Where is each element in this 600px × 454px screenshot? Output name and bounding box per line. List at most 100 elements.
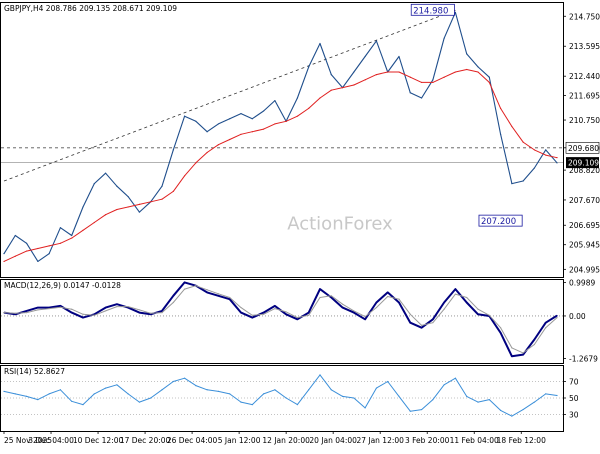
- series-rsi-point: [252, 404, 253, 405]
- series-ma-point: [15, 256, 16, 257]
- xtick-label: 27 Jan 12:00: [356, 436, 404, 445]
- series-price-point: [353, 71, 354, 72]
- series-signal-point: [60, 307, 61, 308]
- xtick-label: 26 Dec 04:00: [167, 436, 218, 445]
- rsi-ytick-label: 70: [569, 378, 579, 387]
- series-price-point: [500, 134, 501, 135]
- series-price-point: [297, 97, 298, 98]
- series-rsi-point: [15, 393, 16, 394]
- series-macd-point: [556, 315, 557, 316]
- series-price-point: [49, 253, 50, 254]
- series-macd-point: [477, 314, 478, 315]
- series-rsi-point: [173, 381, 174, 382]
- series-ma-point: [3, 261, 4, 262]
- series-macd-point: [319, 288, 320, 289]
- series-ma-point: [534, 149, 535, 150]
- series-signal-point: [26, 312, 27, 313]
- series-signal-point: [286, 311, 287, 312]
- series-rsi-point: [319, 374, 320, 375]
- series-signal-point: [365, 316, 366, 317]
- series-ma-point: [252, 131, 253, 132]
- series-macd-point: [353, 312, 354, 313]
- series-ma-point: [500, 108, 501, 109]
- series-ma-point: [308, 108, 309, 109]
- level-price-label: 209.680: [568, 144, 599, 153]
- series-macd-point: [229, 299, 230, 300]
- series-signal-point: [139, 309, 140, 310]
- series-macd-point: [82, 317, 83, 318]
- series-price-point: [545, 149, 546, 150]
- series-price-point: [82, 206, 83, 207]
- series-signal-point: [387, 296, 388, 297]
- series-ma-point: [82, 230, 83, 231]
- series-price-point: [410, 92, 411, 93]
- series-ma-point: [274, 123, 275, 124]
- series-signal-point: [376, 307, 377, 308]
- series-signal-point: [161, 312, 162, 313]
- series-macd-point: [387, 292, 388, 293]
- series-macd-point: [116, 304, 117, 305]
- rsi-ytick-label: 30: [569, 411, 579, 420]
- series-signal-point: [477, 309, 478, 310]
- series-ma-point: [128, 206, 129, 207]
- series-rsi-point: [545, 393, 546, 394]
- series-price-point: [161, 186, 162, 187]
- macd-ytick-label: 0.9989: [569, 278, 595, 287]
- macd-frame: [1, 280, 564, 364]
- xtick-label: 10 Dec 12:00: [73, 436, 124, 445]
- series-ma-point: [161, 199, 162, 200]
- series-ma-point: [376, 74, 377, 75]
- series-price-point: [218, 123, 219, 124]
- series-rsi-point: [139, 402, 140, 403]
- series-rsi-point: [523, 409, 524, 410]
- series-rsi-point: [105, 388, 106, 389]
- series-macd-point: [365, 319, 366, 320]
- series-signal-point: [94, 315, 95, 316]
- series-signal-point: [500, 327, 501, 328]
- series-price-point: [331, 74, 332, 75]
- series-macd-point: [444, 302, 445, 303]
- series-signal-point: [523, 352, 524, 353]
- series-signal-point: [49, 308, 50, 309]
- series-signal-point: [173, 302, 174, 303]
- price-ytick-label: 214.750: [569, 12, 600, 21]
- series-rsi-point: [3, 391, 4, 392]
- rsi-ytick-label: 50: [569, 394, 579, 403]
- series-price-point: [26, 243, 27, 244]
- series-price-point: [207, 131, 208, 132]
- series-price-point: [376, 40, 377, 41]
- series-price-point: [477, 66, 478, 67]
- price-ytick-label: 205.945: [569, 241, 600, 250]
- series-rsi-point: [161, 389, 162, 390]
- series-price-point: [432, 79, 433, 80]
- series-rsi-point: [432, 399, 433, 400]
- xtick-label: 5 Jan 12:00: [218, 436, 261, 445]
- series-price-point: [466, 53, 467, 54]
- series-price-point: [195, 121, 196, 122]
- series-macd-point: [139, 312, 140, 313]
- series-rsi-point: [240, 402, 241, 403]
- price-ytick-label: 210.750: [569, 116, 600, 125]
- series-rsi-point: [466, 396, 467, 397]
- series-rsi-point: [410, 411, 411, 412]
- series-signal-point: [534, 344, 535, 345]
- series-macd-point: [308, 312, 309, 313]
- series-signal-point: [150, 313, 151, 314]
- series-ma-point: [455, 71, 456, 72]
- series-rsi-point: [150, 397, 151, 398]
- series-macd-point: [274, 305, 275, 306]
- series-signal-point: [252, 315, 253, 316]
- series-rsi-point: [263, 393, 264, 394]
- series-ma-point: [195, 162, 196, 163]
- series-signal-point: [15, 313, 16, 314]
- xtick-label: 12 Jan 20:00: [262, 436, 310, 445]
- series-signal-point: [37, 309, 38, 310]
- series-signal-point: [184, 288, 185, 289]
- series-price-point: [37, 261, 38, 262]
- series-rsi-point: [489, 399, 490, 400]
- series-rsi-point: [477, 402, 478, 403]
- series-rsi-point: [421, 409, 422, 410]
